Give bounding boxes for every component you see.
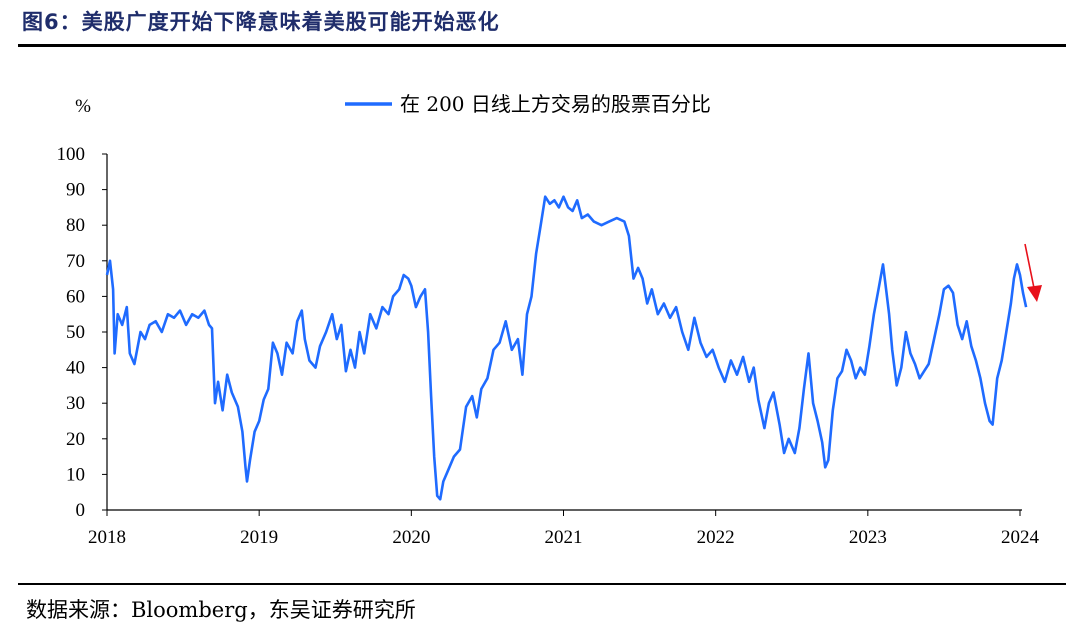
x-tick-label: 2018 [88,527,126,548]
y-tick-label: 50 [66,322,85,343]
y-tick-label: 80 [66,215,85,236]
arrow-head [1027,285,1042,302]
x-tick-label: 2021 [545,527,583,548]
x-tick-label: 2019 [240,527,278,548]
x-axis: 2018 2019 2020 2021 2022 2023 2024 [88,509,1040,548]
figure-title: 图6：美股广度开始下降意味着美股可能开始恶化 [22,10,500,34]
y-axis: 0 10 20 30 40 50 60 70 80 90 100 [57,144,108,521]
legend: 在 200 日线上方交易的股票百分比 [345,92,711,116]
data-source-note: 数据来源：Bloomberg，东吴证券研究所 [26,598,416,622]
y-tick-label: 20 [66,429,85,450]
legend-label: 在 200 日线上方交易的股票百分比 [400,92,711,116]
arrow-shaft [1024,243,1035,289]
y-tick-label: 10 [66,464,85,485]
y-tick-label: 70 [66,251,85,272]
y-tick-label: 30 [66,393,85,414]
down-arrow-annotation [1024,243,1042,302]
y-tick-label: 0 [76,500,86,521]
bottom-divider [18,583,1066,585]
x-tick-label: 2023 [849,527,887,548]
x-tick-label: 2022 [697,527,735,548]
y-axis-unit-label: % [75,96,91,117]
x-tick-label: 2020 [392,527,430,548]
top-divider [18,44,1066,47]
y-tick-label: 40 [66,358,85,379]
x-tick-label: 2024 [1001,527,1040,548]
y-tick-label: 60 [66,286,85,307]
series-line [105,195,1028,501]
y-tick-label: 90 [66,180,85,201]
y-tick-label: 100 [57,144,86,165]
